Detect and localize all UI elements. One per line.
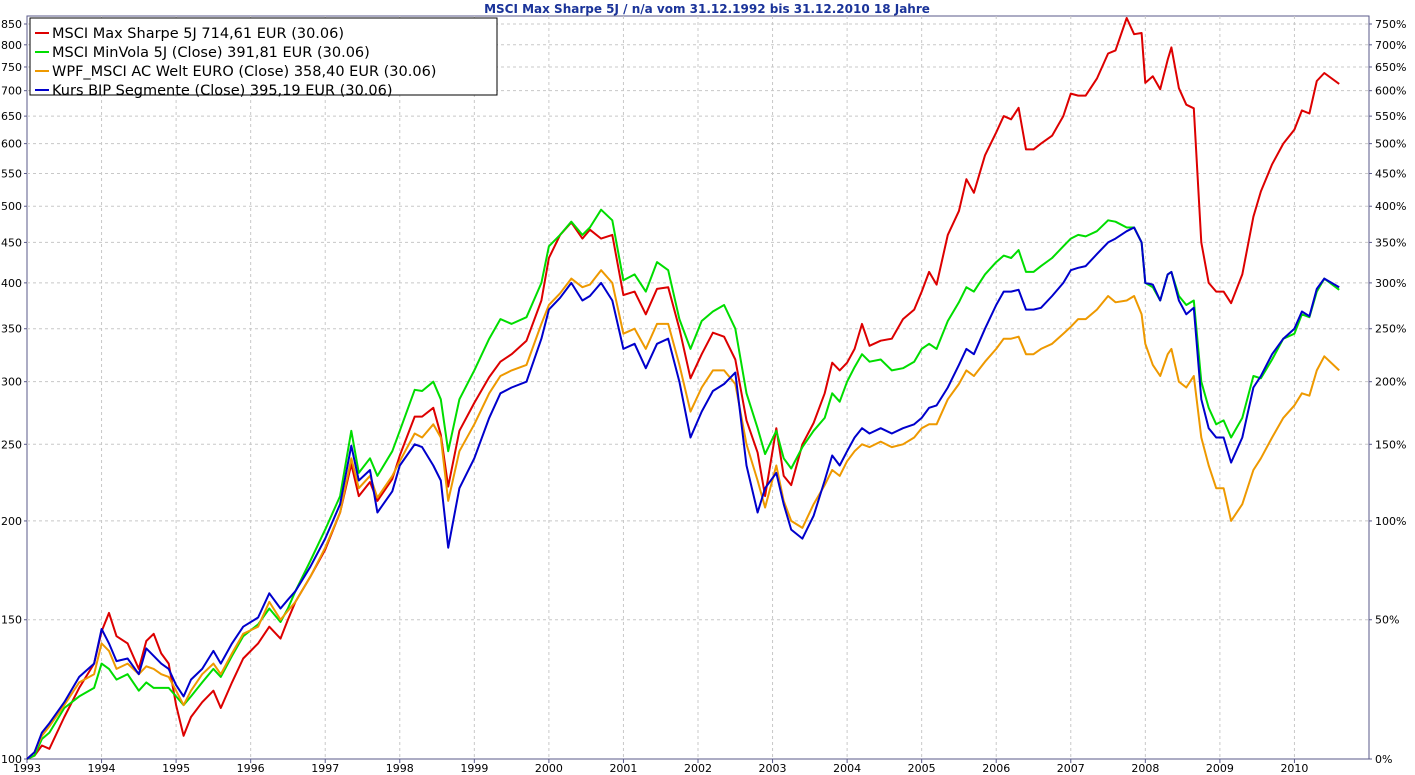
- y-tick-label: 850: [1, 18, 22, 31]
- y-right-tick-label: 50%: [1375, 614, 1399, 627]
- x-tick-label: 2005: [908, 762, 936, 775]
- x-tick-label: 1997: [311, 762, 339, 775]
- y-tick-label: 250: [1, 438, 22, 451]
- x-tick-label: 1994: [88, 762, 116, 775]
- series-line-4: [26, 226, 1340, 760]
- y-axis-right: 0% 50% 100% 150% 200% 250% 300% 350% 400% 450% 500…: [1369, 18, 1406, 766]
- y-tick-label: 800: [1, 39, 22, 52]
- y-tick-label: 650: [1, 110, 22, 123]
- y-tick-label: 300: [1, 376, 22, 389]
- y-right-tick-label: 450%: [1375, 167, 1406, 180]
- y-tick-label: 750: [1, 61, 22, 74]
- y-right-tick-label: 400%: [1375, 200, 1406, 213]
- legend-box: [29, 17, 498, 96]
- y-right-tick-label: 550%: [1375, 110, 1406, 123]
- x-tick-label: 1998: [386, 762, 414, 775]
- x-tick-label: 1993: [13, 762, 41, 775]
- x-tick-label: 2003: [759, 762, 787, 775]
- y-tick-label: 700: [1, 85, 22, 98]
- y-right-tick-label: 500%: [1375, 138, 1406, 151]
- x-tick-label: 2000: [535, 762, 563, 775]
- x-tick-label: 2007: [1057, 762, 1085, 775]
- x-tick-label: 2001: [609, 762, 637, 775]
- chart-title: MSCI Max Sharpe 5J / n/a vom 31.12.1992 …: [484, 2, 930, 16]
- y-right-tick-label: 600%: [1375, 85, 1406, 98]
- y-right-tick-label: 350%: [1375, 236, 1406, 249]
- legend-entry: MSCI Max Sharpe 5J 714,61 EUR (30.06): [52, 26, 344, 42]
- y-tick-label: 450: [1, 236, 22, 249]
- y-tick-label: 350: [1, 323, 22, 336]
- y-right-tick-label: 300%: [1375, 277, 1406, 290]
- y-axis-left: 100 150 200 250 300 350 400 450 500 550 600 650 700 7…: [1, 18, 27, 766]
- y-tick-label: 100: [1, 753, 22, 766]
- x-tick-label: 1999: [460, 762, 488, 775]
- series-lines: [26, 17, 1340, 760]
- y-tick-label: 550: [1, 167, 22, 180]
- legend-entry: MSCI MinVola 5J (Close) 391,81 EUR (30.0…: [52, 45, 370, 61]
- y-right-tick-label: 0%: [1375, 753, 1392, 766]
- y-tick-label: 400: [1, 277, 22, 290]
- y-right-tick-label: 250%: [1375, 323, 1406, 336]
- x-tick-label: 2009: [1206, 762, 1234, 775]
- series-line-1: [26, 17, 1340, 760]
- series-line-3: [26, 269, 1340, 760]
- x-tick-label: 2008: [1131, 762, 1159, 775]
- y-right-tick-label: 650%: [1375, 61, 1406, 74]
- y-right-tick-label: 150%: [1375, 438, 1406, 451]
- y-tick-label: 600: [1, 138, 22, 151]
- x-tick-label: 2004: [833, 762, 861, 775]
- y-tick-label: 150: [1, 614, 22, 627]
- x-tick-label: 2006: [982, 762, 1010, 775]
- y-tick-label: 500: [1, 200, 22, 213]
- legend-entry: Kurs BIP Segmente (Close) 395,19 EUR (30…: [52, 83, 393, 99]
- x-tick-label: 1996: [237, 762, 265, 775]
- x-tick-label: 2002: [684, 762, 712, 775]
- legend-entry: WPF_MSCI AC Welt EURO (Close) 358,40 EUR…: [52, 64, 436, 80]
- x-tick-label: 2010: [1280, 762, 1308, 775]
- x-tick-label: 1995: [162, 762, 190, 775]
- legend: MSCI Max Sharpe 5J 714,61 EUR (30.06) MSC…: [29, 17, 498, 99]
- x-axis: 1993 1994 1995 1996 1997 1998 1999 2000 2001 2002…: [13, 759, 1308, 775]
- y-right-tick-label: 700%: [1375, 39, 1406, 52]
- y-tick-label: 200: [1, 515, 22, 528]
- y-right-tick-label: 100%: [1375, 515, 1406, 528]
- y-right-tick-label: 750%: [1375, 18, 1406, 31]
- y-right-tick-label: 200%: [1375, 376, 1406, 389]
